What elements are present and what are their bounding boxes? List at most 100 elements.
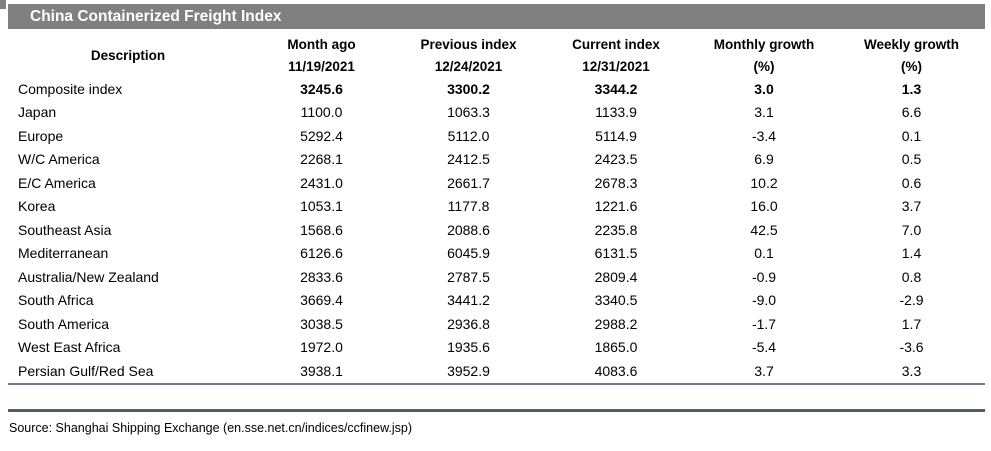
row-value: 1.4 [901, 245, 922, 262]
row-value: 3952.9 [447, 362, 490, 379]
row-description: Southeast Asia [18, 221, 112, 238]
row-description: Australia/New Zealand [18, 268, 159, 285]
row-value: 2268.1 [300, 151, 343, 168]
row-value: 6.9 [754, 151, 774, 168]
table-row: Persian Gulf/Red Sea 3938.1 3952.9 4083.6 3.… [8, 359, 985, 384]
table-row: Europe 5292.4 5112.0 5114.9 -3.4 0.1 [8, 124, 985, 148]
row-value: 3.3 [901, 362, 922, 379]
source-note: Source: Shanghai Shipping Exchange (en.s… [9, 421, 413, 435]
row-description: Europe [18, 127, 64, 144]
col-subheader-current-index-date: 12/31/2021 [582, 58, 650, 74]
row-value: 4083.6 [594, 362, 638, 379]
row-value: 1865.0 [594, 339, 638, 356]
row-value: 1.7 [901, 315, 922, 332]
row-value: 2809.4 [594, 268, 638, 285]
row-value: 3.0 [754, 80, 774, 97]
col-subheader-previous-index-date: 12/24/2021 [434, 58, 503, 74]
row-value: 2423.5 [594, 151, 638, 168]
col-subheader-monthly-growth-unit: (%) [753, 58, 775, 74]
row-value: 2431.0 [300, 174, 343, 191]
row-value: 1.3 [901, 80, 922, 97]
row-value: 16.0 [750, 198, 778, 215]
row-value: 0.5 [901, 151, 922, 168]
row-value: 2988.2 [594, 315, 638, 332]
table-row: South America 3038.5 2936.8 2988.2 -1.7 1.7 [8, 312, 985, 336]
row-value: -1.7 [751, 315, 777, 332]
row-description: Korea [18, 198, 56, 215]
row-value: 2833.6 [300, 268, 343, 285]
row-value: 5292.4 [300, 127, 343, 144]
table-header: Description Month ago Previous index Cur… [8, 33, 985, 77]
table-row: Southeast Asia 1568.6 2088.6 2235.8 42.5 7.0 [8, 218, 985, 242]
row-value: 1133.9 [595, 104, 637, 121]
row-value: 10.2 [750, 174, 778, 191]
row-value: 2678.3 [594, 174, 638, 191]
table-row: W/C America 2268.1 2412.5 2423.5 6.9 0.5 [8, 148, 985, 172]
row-value: -5.4 [751, 339, 777, 356]
row-value: 3245.6 [300, 80, 343, 97]
row-description: Japan [18, 104, 57, 121]
col-header-month-ago: Month ago [287, 36, 356, 52]
col-subheader-weekly-growth-unit: (%) [901, 58, 922, 74]
report-title: China Containerized Freight Index [30, 7, 282, 25]
row-value: 3441.2 [447, 292, 490, 309]
row-value: 0.8 [901, 268, 922, 285]
table-row: Mediterranean 6126.6 6045.9 6131.5 0.1 1.4 [8, 242, 985, 266]
row-value: 3.7 [754, 362, 774, 379]
row-description: South America [18, 315, 110, 332]
header-row-dates: 11/19/2021 12/24/2021 12/31/2021 (%) (%) [8, 55, 985, 77]
row-description: Composite index [18, 80, 123, 97]
row-description: South Africa [18, 292, 94, 309]
table-row: Australia/New Zealand 2833.6 2787.5 2809.4 -… [8, 265, 985, 289]
table-body: Composite index 3245.6 3300.2 3344.2 3.0 1.3 J… [8, 77, 985, 384]
row-value: 1972.0 [300, 339, 343, 356]
row-value: 6.6 [901, 104, 922, 121]
row-value: 2088.6 [447, 221, 490, 238]
header-row-labels: Description Month ago Previous index Cur… [8, 33, 985, 63]
row-value: 42.5 [750, 221, 778, 238]
row-value: 6045.9 [447, 245, 490, 262]
row-value: 5112.0 [447, 127, 490, 144]
divider-rule [8, 409, 985, 412]
table-row: Composite index 3245.6 3300.2 3344.2 3.0 1.3 [8, 77, 985, 101]
row-value: 3938.1 [300, 362, 343, 379]
row-value: 0.1 [901, 127, 922, 144]
row-value: 3669.4 [300, 292, 343, 309]
row-value: 6126.6 [300, 245, 343, 262]
table-row: West East Africa 1972.0 1935.6 1865.0 -5.4 -3… [8, 336, 985, 360]
col-header-previous-index: Previous index [420, 36, 517, 52]
table-row: E/C America 2431.0 2661.7 2678.3 10.2 0.6 [8, 171, 985, 195]
row-value: 0.6 [901, 174, 922, 191]
row-value: 1568.6 [300, 221, 343, 238]
table-row: South Africa 3669.4 3441.2 3340.5 -9.0 -2.9 [8, 289, 985, 313]
row-value: 2787.5 [447, 268, 490, 285]
row-description: Mediterranean [18, 245, 109, 262]
row-value: -3.6 [899, 339, 924, 356]
row-description: West East Africa [18, 339, 121, 356]
freight-index-table: Description Month ago Previous index Cur… [8, 33, 985, 385]
row-description: W/C America [18, 151, 100, 168]
row-value: 3.1 [754, 104, 774, 121]
col-header-current-index: Current index [572, 36, 660, 52]
title-bar: China Containerized Freight Index [8, 4, 985, 29]
row-value: 0.1 [754, 245, 774, 262]
row-value: 2936.8 [447, 315, 490, 332]
row-value: -9.0 [751, 292, 777, 309]
row-value: 7.0 [901, 221, 922, 238]
row-value: -2.9 [899, 292, 924, 309]
row-description: E/C America [18, 174, 96, 191]
table-row: Japan 1100.0 1063.3 1133.9 3.1 6.6 [8, 101, 985, 125]
row-value: 2235.8 [594, 221, 638, 238]
row-value: 1100.0 [300, 104, 343, 121]
col-header-monthly-growth: Monthly growth [713, 36, 815, 52]
row-value: 3300.2 [447, 80, 490, 97]
row-value: 5114.9 [595, 127, 637, 144]
corner-notch [0, 0, 6, 9]
table-row: Korea 1053.1 1177.8 1221.6 16.0 3.7 [8, 195, 985, 219]
row-value: 3344.2 [594, 80, 638, 97]
row-value: 6131.5 [594, 245, 638, 262]
row-value: 3.7 [901, 198, 922, 215]
row-description: Persian Gulf/Red Sea [18, 362, 154, 379]
row-value: 3340.5 [594, 292, 638, 309]
